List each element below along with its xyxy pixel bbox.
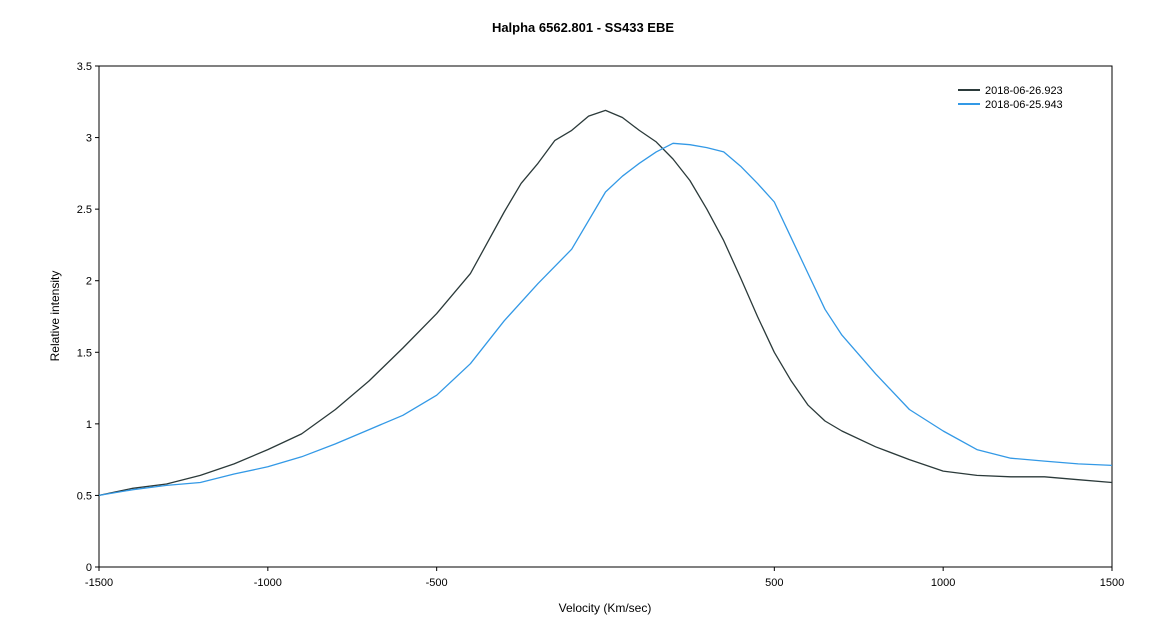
x-tick-label: -1000 <box>254 577 282 589</box>
plot-frame <box>98 65 1113 568</box>
y-tick-label: 2.5 <box>77 204 92 216</box>
x-tick-label: 500 <box>765 577 783 589</box>
legend: 2018-06-26.923 2018-06-25.943 <box>958 85 1063 111</box>
legend-label-1: 2018-06-26.923 <box>985 85 1063 97</box>
y-tick-label: 0.5 <box>77 490 92 502</box>
y-tick-label: 3.5 <box>77 61 92 73</box>
chart-title: Halpha 6562.801 - SS433 EBE <box>492 20 674 35</box>
series-lines <box>98 109 1113 497</box>
x-axis-label: Velocity (Km/sec) <box>559 601 652 615</box>
series-line-1 <box>98 109 1113 497</box>
x-tick-label: -500 <box>426 577 448 589</box>
y-tick-label: 1 <box>86 419 92 431</box>
x-tick-label: 1500 <box>1100 577 1124 589</box>
y-axis-ticks: 0 0.5 1 1.5 2 2.5 3 3.5 <box>77 61 99 574</box>
y-tick-label: 3 <box>86 133 92 145</box>
series-line-2 <box>98 142 1113 497</box>
y-tick-label: 2 <box>86 276 92 288</box>
x-axis-ticks: -1500 -1000 -500 500 1000 1500 <box>85 567 1124 589</box>
x-tick-label: 1000 <box>931 577 955 589</box>
legend-label-2: 2018-06-25.943 <box>985 99 1063 111</box>
y-axis-label: Relative intensity <box>48 271 62 362</box>
x-tick-label: -1500 <box>85 577 113 589</box>
y-tick-label: 0 <box>86 562 92 574</box>
y-tick-label: 1.5 <box>77 347 92 359</box>
